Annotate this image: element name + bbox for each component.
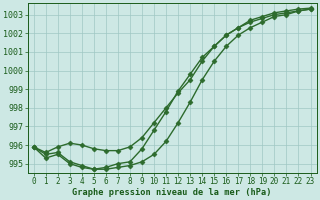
X-axis label: Graphe pression niveau de la mer (hPa): Graphe pression niveau de la mer (hPa) xyxy=(72,188,272,197)
